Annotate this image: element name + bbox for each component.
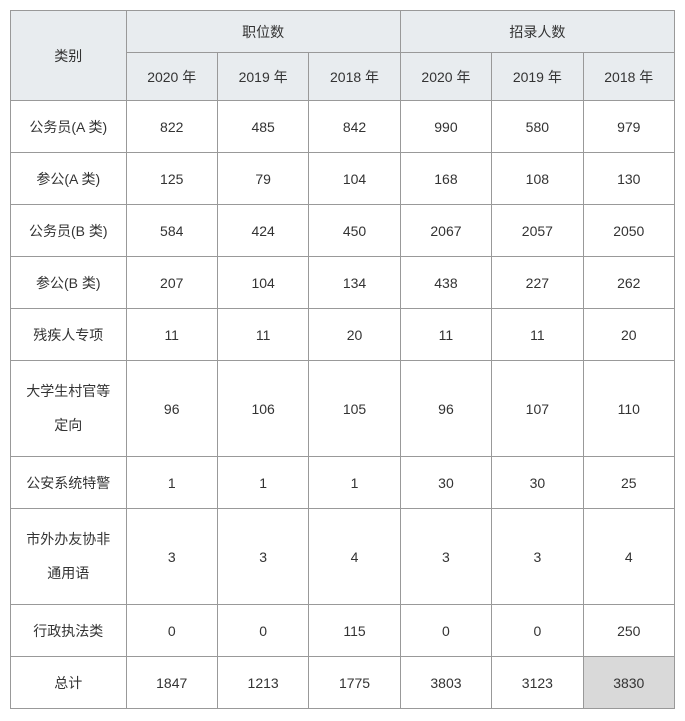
row-cell: 1	[217, 457, 308, 509]
row-cell: 990	[400, 101, 491, 153]
table-row: 公安系统特警111303025	[11, 457, 675, 509]
row-cell: 2050	[583, 205, 674, 257]
row-cell: 1	[309, 457, 400, 509]
row-cell: 1213	[217, 657, 308, 709]
row-cell: 130	[583, 153, 674, 205]
row-cell: 207	[126, 257, 217, 309]
row-cell: 96	[126, 361, 217, 457]
row-cell: 2057	[492, 205, 583, 257]
row-cell: 11	[492, 309, 583, 361]
row-cell: 424	[217, 205, 308, 257]
row-cell: 3	[217, 509, 308, 605]
row-cell: 4	[583, 509, 674, 605]
row-cell: 227	[492, 257, 583, 309]
header-sub: 2018 年	[309, 53, 400, 101]
row-label: 公务员(A 类)	[11, 101, 127, 153]
table-row: 大学生村官等定向9610610596107110	[11, 361, 675, 457]
table-row: 公务员(A 类)822485842990580979	[11, 101, 675, 153]
header-sub: 2020 年	[126, 53, 217, 101]
header-sub: 2019 年	[492, 53, 583, 101]
row-cell: 2067	[400, 205, 491, 257]
row-cell: 96	[400, 361, 491, 457]
row-label: 市外办友协非通用语	[11, 509, 127, 605]
header-category: 类别	[11, 11, 127, 101]
row-cell: 450	[309, 205, 400, 257]
table-row: 参公(B 类)207104134438227262	[11, 257, 675, 309]
table-row: 残疾人专项111120111120	[11, 309, 675, 361]
row-label: 残疾人专项	[11, 309, 127, 361]
row-cell: 115	[309, 605, 400, 657]
row-cell: 104	[309, 153, 400, 205]
row-cell: 106	[217, 361, 308, 457]
row-label: 行政执法类	[11, 605, 127, 657]
table-row: 行政执法类0011500250	[11, 605, 675, 657]
table-header: 类别 职位数 招录人数 2020 年 2019 年 2018 年 2020 年 …	[11, 11, 675, 101]
row-cell: 3803	[400, 657, 491, 709]
row-cell: 0	[126, 605, 217, 657]
data-table: 类别 职位数 招录人数 2020 年 2019 年 2018 年 2020 年 …	[10, 10, 675, 709]
row-cell: 4	[309, 509, 400, 605]
row-cell: 0	[492, 605, 583, 657]
row-cell: 979	[583, 101, 674, 153]
row-cell: 0	[217, 605, 308, 657]
row-cell: 3	[492, 509, 583, 605]
row-cell: 580	[492, 101, 583, 153]
row-cell: 822	[126, 101, 217, 153]
row-cell: 125	[126, 153, 217, 205]
row-cell: 842	[309, 101, 400, 153]
row-cell: 3	[400, 509, 491, 605]
row-cell: 485	[217, 101, 308, 153]
row-cell: 1847	[126, 657, 217, 709]
row-label: 参公(A 类)	[11, 153, 127, 205]
row-cell: 11	[217, 309, 308, 361]
row-cell: 108	[492, 153, 583, 205]
table-row: 参公(A 类)12579104168108130	[11, 153, 675, 205]
row-cell: 30	[492, 457, 583, 509]
row-cell: 20	[309, 309, 400, 361]
row-cell: 79	[217, 153, 308, 205]
row-cell: 0	[400, 605, 491, 657]
row-cell: 584	[126, 205, 217, 257]
row-cell: 262	[583, 257, 674, 309]
row-cell: 104	[217, 257, 308, 309]
row-cell: 107	[492, 361, 583, 457]
row-label: 总计	[11, 657, 127, 709]
header-sub: 2018 年	[583, 53, 674, 101]
row-cell: 11	[400, 309, 491, 361]
row-cell: 134	[309, 257, 400, 309]
table-body: 公务员(A 类)822485842990580979参公(A 类)1257910…	[11, 101, 675, 709]
row-label: 参公(B 类)	[11, 257, 127, 309]
row-cell: 168	[400, 153, 491, 205]
row-cell: 1	[126, 457, 217, 509]
row-cell: 3830	[583, 657, 674, 709]
table-row: 市外办友协非通用语334334	[11, 509, 675, 605]
row-label: 公安系统特警	[11, 457, 127, 509]
table-row: 公务员(B 类)584424450206720572050	[11, 205, 675, 257]
header-sub: 2019 年	[217, 53, 308, 101]
row-cell: 3123	[492, 657, 583, 709]
header-group-positions: 职位数	[126, 11, 400, 53]
row-cell: 30	[400, 457, 491, 509]
row-label: 公务员(B 类)	[11, 205, 127, 257]
row-cell: 3	[126, 509, 217, 605]
row-cell: 25	[583, 457, 674, 509]
row-cell: 438	[400, 257, 491, 309]
table-row: 总计184712131775380331233830	[11, 657, 675, 709]
row-cell: 11	[126, 309, 217, 361]
row-cell: 250	[583, 605, 674, 657]
row-cell: 20	[583, 309, 674, 361]
header-sub: 2020 年	[400, 53, 491, 101]
row-cell: 1775	[309, 657, 400, 709]
header-group-recruits: 招录人数	[400, 11, 674, 53]
row-cell: 105	[309, 361, 400, 457]
row-cell: 110	[583, 361, 674, 457]
row-label: 大学生村官等定向	[11, 361, 127, 457]
